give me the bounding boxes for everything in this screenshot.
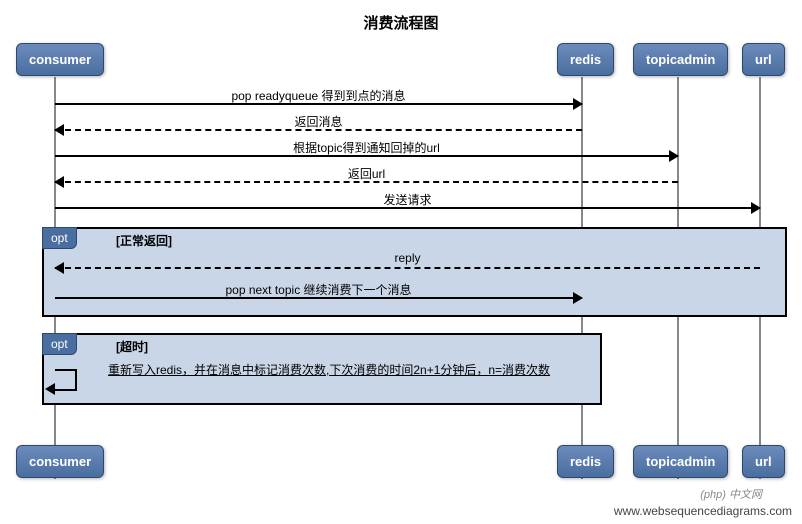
message-label: pop readyqueue 得到到点的消息 xyxy=(231,87,405,104)
opt-condition: [正常返回] xyxy=(116,232,172,249)
message-label: pop next topic 继续消费下一个消息 xyxy=(225,281,411,298)
participant-redis-top: redis xyxy=(557,43,614,76)
participant-redis-bottom: redis xyxy=(557,445,614,478)
participant-topicadmin-top: topicadmin xyxy=(633,43,728,76)
message-label: 根据topic得到通知回掉的url xyxy=(293,139,440,156)
opt-label: opt xyxy=(42,227,77,249)
message-label: 发送请求 xyxy=(383,191,431,208)
participant-consumer-bottom: consumer xyxy=(16,445,104,478)
participant-url-bottom: url xyxy=(742,445,785,478)
diagram-title: 消费流程图 xyxy=(0,0,802,41)
self-message-label: 重新写入redis，并在消息中标记消费次数,下次消费的时间2n+1分钟后，n=消… xyxy=(108,361,550,378)
opt-condition: [超时] xyxy=(116,338,148,355)
message-arrow xyxy=(55,267,760,269)
opt-block: opt [正常返回] xyxy=(42,227,787,317)
message-label: 返回url xyxy=(348,165,385,182)
message-label: 返回消息 xyxy=(294,113,342,130)
participant-url-top: url xyxy=(742,43,785,76)
participant-topicadmin-bottom: topicadmin xyxy=(633,445,728,478)
sequence-diagram: consumer redis topicadmin url pop readyq… xyxy=(0,41,802,501)
opt-label: opt xyxy=(42,333,77,355)
self-message-arrow xyxy=(55,369,77,391)
watermark-text: www.websequencediagrams.com xyxy=(614,504,792,518)
php-badge: (php) 中文网 xyxy=(700,486,762,502)
participant-consumer-top: consumer xyxy=(16,43,104,76)
message-label: reply xyxy=(394,251,420,265)
